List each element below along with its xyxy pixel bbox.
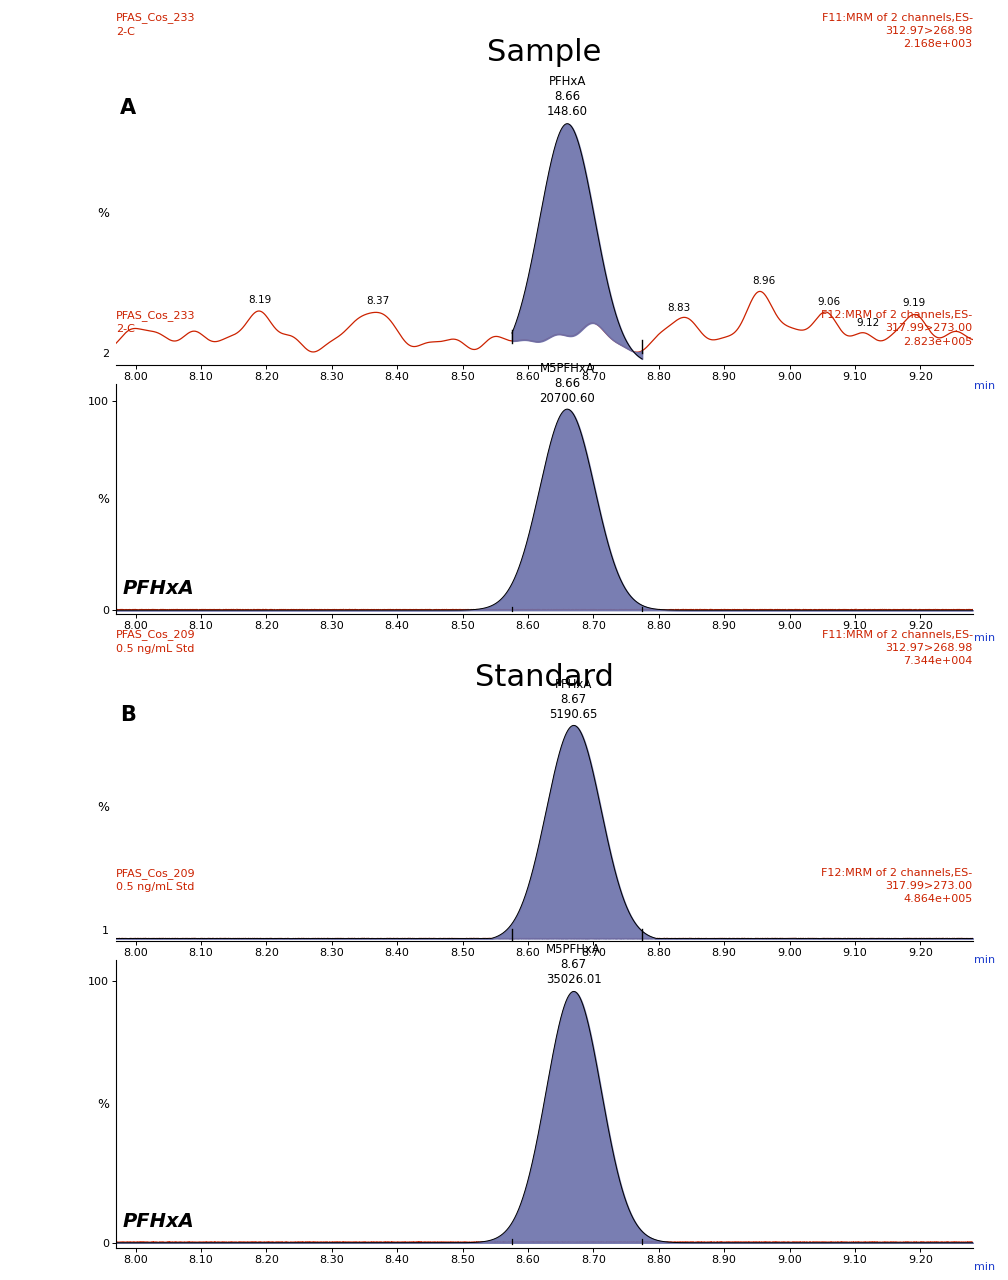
Text: M5PFHxA
8.67
35026.01: M5PFHxA 8.67 35026.01 [546,943,602,986]
Text: F11:MRM of 2 channels,ES-
312.97>268.98
2.168e+003: F11:MRM of 2 channels,ES- 312.97>268.98 … [822,13,973,49]
Text: F11:MRM of 2 channels,ES-
312.97>268.98
7.344e+004: F11:MRM of 2 channels,ES- 312.97>268.98 … [822,630,973,666]
Text: PFAS_Cos_209
0.5 ng/mL Std: PFAS_Cos_209 0.5 ng/mL Std [116,868,196,892]
Text: 8.83: 8.83 [666,302,690,312]
Text: 2: 2 [102,349,109,360]
Text: M5PFHxA
8.66
20700.60: M5PFHxA 8.66 20700.60 [539,362,595,404]
Text: Sample: Sample [487,38,602,68]
Text: PFAS_Cos_233
2-C: PFAS_Cos_233 2-C [116,13,196,37]
Text: PFHxA: PFHxA [123,1212,195,1231]
Text: min: min [975,381,996,392]
Text: PFHxA
8.66
148.60: PFHxA 8.66 148.60 [546,76,588,119]
Text: %: % [97,1097,109,1111]
Text: 9.12: 9.12 [857,317,880,328]
Text: Standard: Standard [475,663,614,692]
Text: %: % [97,493,109,506]
Text: 9.19: 9.19 [902,298,925,308]
Text: min: min [975,632,996,643]
Text: min: min [975,1262,996,1272]
Text: F12:MRM of 2 channels,ES-
317.99>273.00
4.864e+005: F12:MRM of 2 channels,ES- 317.99>273.00 … [822,868,973,904]
Text: A: A [120,97,136,118]
Text: PFAS_Cos_233
2-C: PFAS_Cos_233 2-C [116,310,196,334]
Text: %: % [97,800,109,814]
Text: PFHxA
8.67
5190.65: PFHxA 8.67 5190.65 [549,678,598,721]
Text: 1: 1 [102,925,109,936]
Text: PFAS_Cos_209
0.5 ng/mL Std: PFAS_Cos_209 0.5 ng/mL Std [116,630,196,654]
Text: 9.06: 9.06 [817,297,841,307]
Text: 8.96: 8.96 [752,276,775,287]
Text: %: % [97,207,109,220]
Text: B: B [120,705,136,724]
Text: 8.37: 8.37 [366,296,389,306]
Text: min: min [975,955,996,965]
Text: 8.19: 8.19 [248,294,271,305]
Text: F12:MRM of 2 channels,ES-
317.99>273.00
2.823e+005: F12:MRM of 2 channels,ES- 317.99>273.00 … [822,310,973,347]
Text: PFHxA: PFHxA [123,580,195,598]
